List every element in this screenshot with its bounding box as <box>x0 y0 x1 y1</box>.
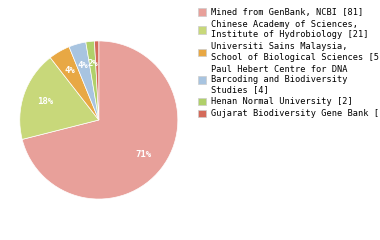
Text: 4%: 4% <box>78 61 89 70</box>
Legend: Mined from GenBank, NCBI [81], Chinese Academy of Sciences,
Institute of Hydrobi: Mined from GenBank, NCBI [81], Chinese A… <box>194 4 380 122</box>
Wedge shape <box>22 41 178 199</box>
Text: 18%: 18% <box>37 97 53 106</box>
Wedge shape <box>95 41 99 120</box>
Text: 71%: 71% <box>136 150 152 159</box>
Wedge shape <box>20 58 99 139</box>
Wedge shape <box>69 42 99 120</box>
Text: 2%: 2% <box>87 59 98 68</box>
Wedge shape <box>50 47 99 120</box>
Wedge shape <box>86 41 99 120</box>
Text: 4%: 4% <box>65 66 76 75</box>
